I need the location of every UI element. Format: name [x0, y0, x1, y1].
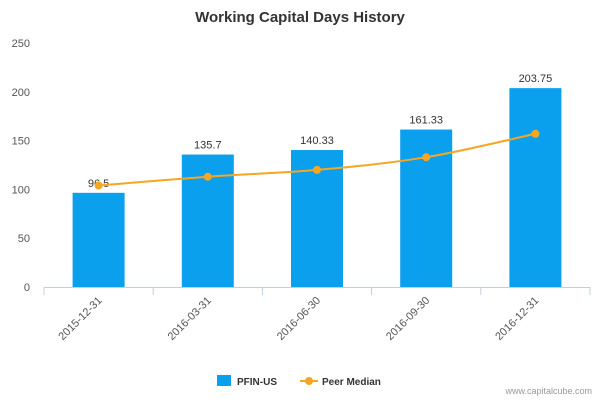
x-tick-label: 2016-12-31: [493, 295, 541, 343]
bar-series: [72, 88, 562, 287]
x-axis: 2015-12-31 2016-03-31 2016-06-30 2016-09-30…: [43, 287, 591, 343]
legend-label-pfin: PFIN-US: [237, 377, 277, 388]
bar-data-label: 203.75: [519, 73, 553, 85]
peer-median-series: [94, 129, 540, 190]
bar[interactable]: [509, 88, 562, 287]
x-tick-label: 2016-09-30: [384, 295, 432, 343]
peer-median-point[interactable]: [94, 181, 103, 190]
y-tick-label: 50: [18, 233, 30, 245]
y-tick-label: 200: [12, 87, 30, 99]
legend-item-pfin[interactable]: PFIN-US: [217, 375, 277, 388]
legend-item-peer[interactable]: Peer Median: [300, 377, 381, 388]
y-tick-label: 100: [12, 184, 30, 196]
bar-data-label: 161.33: [409, 115, 443, 127]
legend-swatch-marker: [305, 377, 313, 385]
y-tick-label: 0: [24, 282, 30, 294]
peer-median-point[interactable]: [422, 153, 431, 162]
legend-swatch-bar: [217, 375, 231, 386]
y-tick-label: 250: [12, 38, 30, 50]
x-tick-label: 2016-06-30: [275, 295, 323, 343]
peer-median-point[interactable]: [203, 172, 212, 181]
bar[interactable]: [72, 192, 125, 287]
x-tick-label: 2015-12-31: [56, 295, 104, 343]
credit-text: www.capitalcube.com: [504, 386, 592, 396]
peer-median-point[interactable]: [531, 129, 540, 138]
bar-data-label: 140.33: [300, 135, 334, 147]
bar-data-label: 135.7: [194, 140, 222, 152]
y-tick-label: 150: [12, 136, 30, 148]
chart-title: Working Capital Days History: [195, 9, 405, 26]
y-axis: 0 50 100 150 200 250: [12, 38, 30, 294]
x-tick-label: 2016-03-31: [166, 295, 214, 343]
legend[interactable]: PFIN-US Peer Median: [217, 375, 381, 388]
legend-label-peer: Peer Median: [322, 377, 381, 388]
peer-median-point[interactable]: [313, 165, 321, 174]
